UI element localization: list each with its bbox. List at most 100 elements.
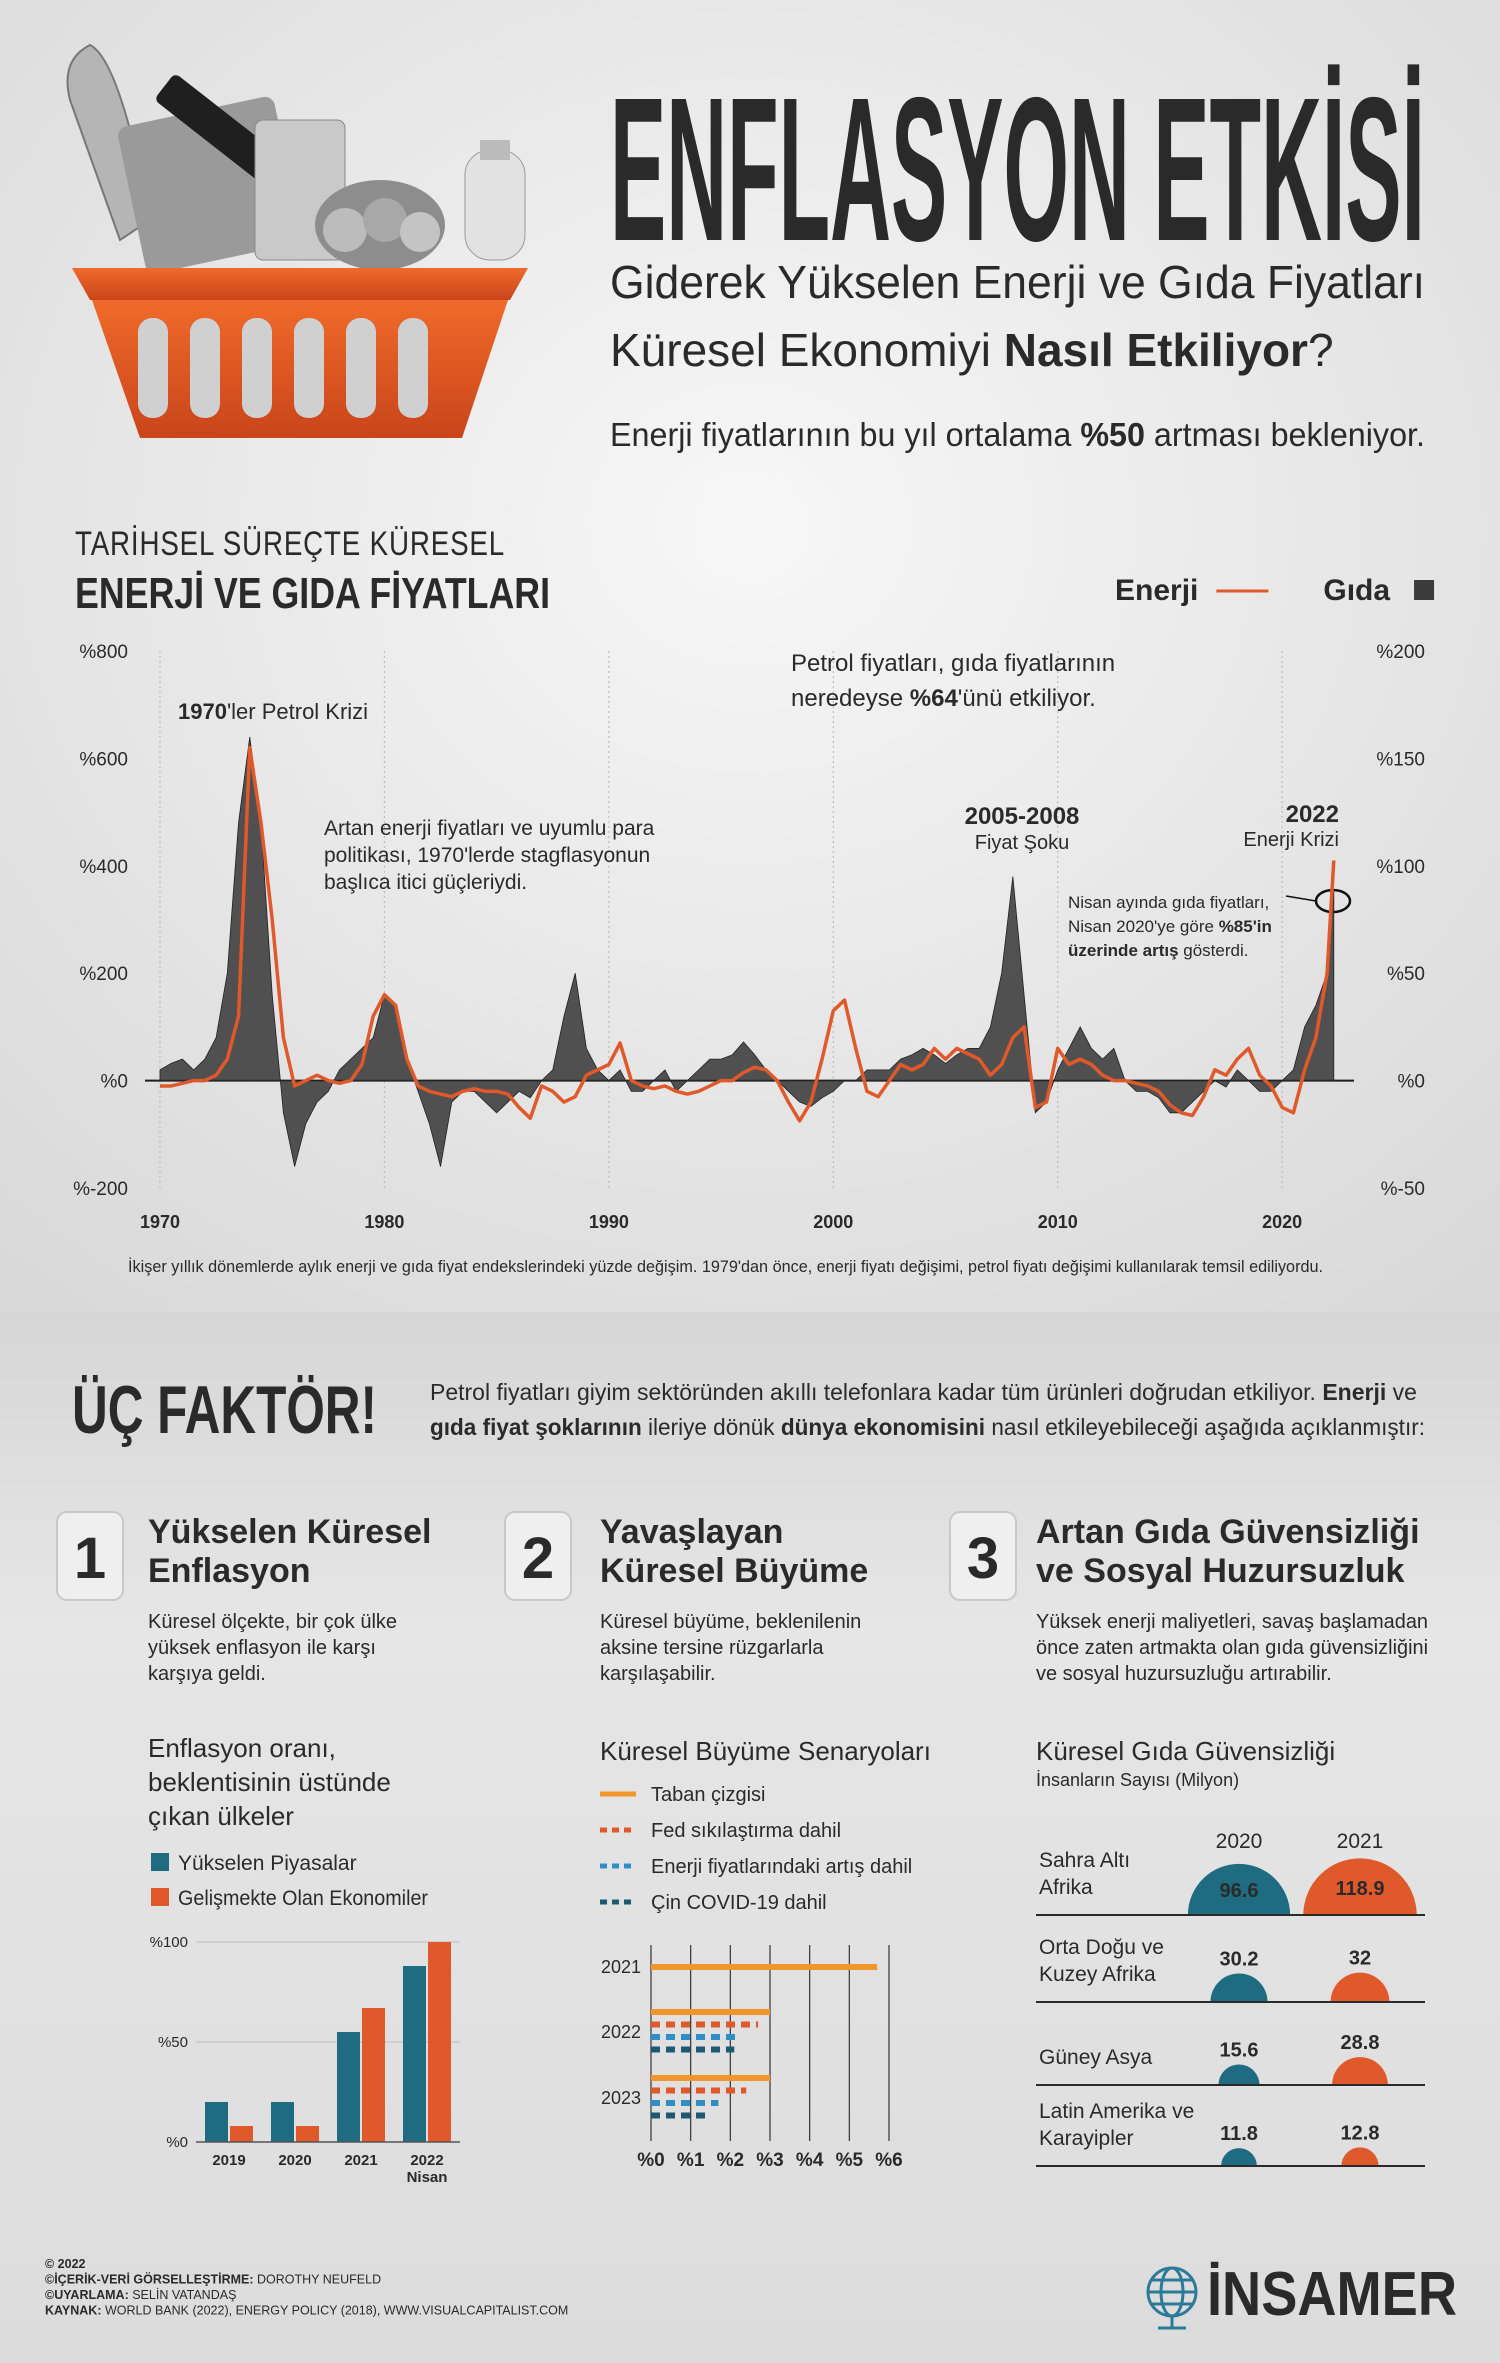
x-tick-label: 2010 [1038,1212,1078,1232]
text-run: 2005-2008 [965,803,1080,830]
y-tick-label: 2022 [601,2022,641,2042]
x-tick-label: 2020 [1262,1212,1302,1232]
factor-title: Enflasyon [148,1552,310,1590]
credit-line: ©İÇERİK-VERİ GÖRSELLEŞTİRME: DOROTHY NEU… [45,2272,381,2287]
annotation: Nisan 2020'ye göre %85'in [1068,917,1272,936]
bar [271,2102,294,2142]
text-run: Nisan 2020'ye göre [1068,917,1219,936]
text-run: Nisan ayında gıda fiyatları, [1068,893,1269,912]
text-run: ? [1308,324,1334,376]
x-tick-label: 2000 [813,1212,853,1232]
credit-line: KAYNAK: WORLD BANK (2022), ENERGY POLICY… [45,2304,568,2318]
text-run: Petrol fiyatları, gıda fiyatlarının [791,650,1115,677]
y2-tick-label: %200 [1376,642,1425,663]
text-run: nasıl etkileyebileceği aşağıda açıklanmı… [985,1414,1425,1440]
annotation: başlıca itici güçleriydi. [324,871,527,894]
lead-text: Enerji fiyatlarının bu yıl ortalama %50 … [610,416,1425,453]
area [159,736,1335,1167]
x-tick-label: 1980 [364,1212,404,1232]
text-run: Petrol fiyatları giyim sektöründen akıll… [430,1379,1322,1405]
factor-description: önce zaten artmakta olan gıda güvensizli… [1036,1637,1428,1659]
legend-label: Enerji fiyatlarındaki artış dahil [651,1856,912,1878]
factor-description: Yüksek enerji maliyetleri, savaş başlama… [1036,1611,1428,1633]
annotation: Fiyat Şoku [975,832,1069,854]
factor-number: 1 [74,1526,106,1591]
x-tick-label: %1 [677,2150,705,2171]
credit-line: © 2022 [45,2257,86,2271]
leader-line [1285,895,1317,902]
factor-description: yüksek enflasyon ile karşı [148,1637,376,1659]
legend-label: Taban çizgisi [651,1784,766,1806]
text-run: DOROTHY NEUFELD [254,2273,382,2287]
basket-illustration [66,43,528,438]
y-tick-label: 2023 [601,2088,641,2108]
semicircle [1303,1858,1417,1915]
y-tick-label: %200 [79,964,128,985]
x-tick-label: 1970 [140,1212,180,1232]
bar [230,2126,253,2142]
text-run: başlıca itici güçleriydi. [324,871,527,894]
y2-tick-label: %-50 [1381,1179,1425,1200]
value-label: 118.9 [1336,1878,1385,1900]
column-header: 2020 [1216,1830,1263,1853]
y-tick-label: %600 [79,749,128,770]
text-run: gıda fiyat şoklarının [430,1414,642,1440]
x-tick-label: %5 [836,2150,864,2171]
chart-title: Küresel Büyüme Senaryoları [600,1736,931,1766]
text-run: 'ler Petrol Krizi [227,699,368,724]
y-tick-label: %100 [150,1934,188,1951]
y-tick-label: %-200 [73,1179,128,1200]
text-run: %50 [1080,416,1145,453]
text-run: artması bekleniyor. [1145,416,1425,453]
bar [428,1942,451,2142]
chart-title: Küresel Gıda Güvensizliği [1036,1736,1335,1766]
x-tick-label: %3 [756,2150,783,2171]
number-box [949,1511,1017,1601]
y2-tick-label: %0 [1398,1072,1425,1093]
factor-description: Küresel büyüme, beklenilenin [600,1611,861,1633]
column-header: 2021 [1337,1830,1384,1853]
factor-description: Küresel ölçekte, bir çok ülke [148,1611,397,1633]
y2-tick-label: %150 [1376,749,1425,770]
annotation: Petrol fiyatları, gıda fiyatlarının [791,650,1115,677]
x-tick-label: %4 [796,2150,824,2171]
text-run: %64 [910,685,959,712]
x-tick-label: %2 [717,2150,744,2171]
value-label: 32 [1349,1948,1371,1970]
annotation: 2005-2008 [965,803,1080,830]
legend-label: Gıda [1323,574,1390,607]
legend-swatch [151,1853,169,1871]
text-run: ve [1386,1379,1417,1405]
factor-number: 2 [522,1526,554,1591]
text-run: Enerji fiyatlarının bu yıl ortalama [610,416,1080,453]
factor-title: Küresel Büyüme [600,1552,868,1590]
semicircle [1218,2064,1260,2085]
text-run: gösterdi. [1179,941,1249,960]
legend-swatch [151,1888,169,1906]
annotation: Nisan ayında gıda fiyatları, [1068,893,1269,912]
chart-title: beklentisinin üstünde [148,1767,391,1797]
value-label: 12.8 [1341,2122,1380,2144]
semicircle [1330,1972,1390,2002]
text-run: SELİN VATANDAŞ [129,2288,237,2302]
x-tick-label: %0 [637,2150,664,2171]
text-run: Fiyat Şoku [975,832,1069,854]
legend-label: Enerji [1115,574,1198,607]
chart-title: ENERJİ VE GIDA FİYATLARI [75,569,550,618]
value-label: 28.8 [1341,2032,1380,2054]
factor-description: karşılaşabilir. [600,1663,716,1685]
legend-label: Çin COVID-19 dahil [651,1892,827,1914]
text-run: neredeyse [791,685,910,712]
factor-description: karşıya geldi. [148,1663,266,1685]
value-label: 15.6 [1220,2039,1259,2061]
text-run: Artan enerji fiyatları ve uyumlu para [324,817,655,840]
chart-title: TARİHSEL SÜREÇTE KÜRESEL [75,525,505,563]
bar [337,2032,360,2142]
bar [362,2008,385,2142]
text-run: ©İÇERİK-VERİ GÖRSELLEŞTİRME: [45,2272,254,2287]
bar [205,2102,228,2142]
x-tick-label: 1990 [589,1212,629,1232]
subtitle: Küresel Ekonomiyi Nasıl Etkiliyor? [610,324,1334,376]
annotation: 2022 [1286,801,1339,828]
